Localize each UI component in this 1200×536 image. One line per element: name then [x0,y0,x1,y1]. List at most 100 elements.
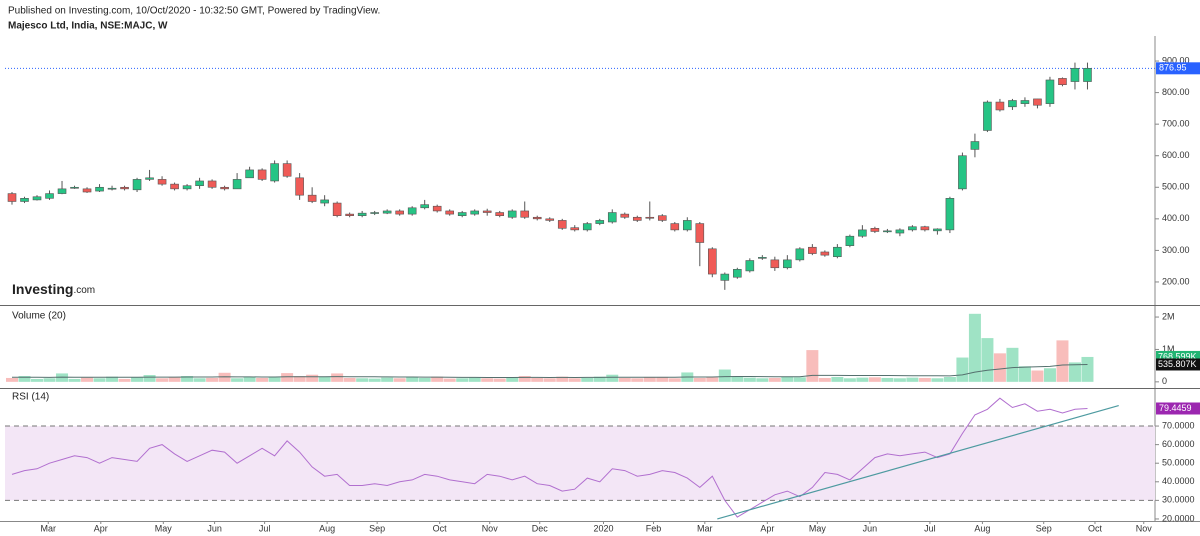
candle-body [345,213,354,216]
x-tick-label: Aug [974,523,990,533]
candle-body [220,186,229,190]
candle-body [858,229,867,237]
volume-bar [1081,356,1094,382]
volume-bar [206,377,219,382]
candle-body [820,251,830,256]
candle-body [1045,79,1055,104]
candle-body [620,213,630,218]
rsi-band [5,426,1155,501]
volume-bar [731,376,744,382]
volume-bar [743,377,756,382]
symbol-title: Majesco Ltd, India, NSE:MAJC, W [8,21,168,32]
candle-body [357,212,367,216]
last-value-label: 876.95 [1159,63,1187,73]
volume-bar [81,377,94,382]
candle-body [395,210,404,215]
candle-body [45,193,54,199]
x-tick-label: Aug [319,523,335,533]
candle-body [695,223,705,243]
volume-bar [756,378,769,382]
y-tick-label: 300.00 [1162,245,1190,255]
volume-bar [693,377,706,382]
candle-body [7,193,17,202]
y-tick-label: 700.00 [1162,119,1190,129]
rsi-trendline [717,405,1119,520]
x-tick-label: Sep [1036,523,1052,533]
volume-bar [331,373,344,382]
volume-bar [368,378,381,382]
x-tick-label: Mar [697,523,713,533]
volume-bar [1018,366,1031,382]
candle-body [708,248,717,275]
volume-bar [381,377,394,382]
volume-bar [1043,368,1056,382]
volume-bar [993,353,1006,382]
candle-body [245,169,254,179]
volume-bar [43,378,56,382]
x-tick-label: Feb [646,523,662,533]
volume-bar [631,378,644,382]
candle-body [70,186,79,189]
volume-bar [531,377,544,382]
candle-body [632,216,642,221]
volume-bar [618,377,631,382]
volume-bar [881,377,894,382]
candle-body [20,198,29,202]
x-tick-label: Oct [433,523,448,533]
x-tick-label: 2020 [593,523,613,533]
volume-bar [393,378,406,382]
x-tick-label: Jun [207,523,222,533]
volume-bar [518,376,531,382]
volume-bar [306,374,319,382]
y-tick-label: 20.0000 [1162,513,1195,523]
candle-body [958,155,967,190]
candle-body [758,257,767,259]
last-value-box [1156,62,1200,75]
volume-bar [1056,340,1069,382]
y-tick-label: 900.00 [1162,55,1190,65]
y-tick-label: 70.0000 [1162,420,1195,430]
candle-body [795,248,805,261]
volume-bar [256,377,269,382]
candle-body [670,223,680,231]
volume-bar [143,375,156,382]
volume-bar [181,376,194,382]
candle-body [320,199,329,204]
y-tick-label: 0 [1162,376,1167,386]
volume-bar [906,377,919,382]
candle-body [157,179,167,185]
x-tick-label: Nov [1136,523,1153,533]
y-tick-label: 600.00 [1162,150,1190,160]
candle-body [908,226,917,231]
candle-body [1033,98,1042,106]
candle-body [870,228,880,232]
volume-bar [931,378,944,382]
volume-bar [781,376,794,382]
candle-body [382,210,392,214]
volume-bar [468,377,481,382]
candle-body [745,260,755,272]
volume-bar [981,338,994,382]
last-value-label: 79.4459 [1159,403,1192,413]
volume-bar [18,376,31,382]
volume-bar [806,350,819,382]
volume-bar [943,376,956,382]
volume-bar [1068,362,1081,382]
candle-body [32,196,42,201]
y-tick-label: 50.0000 [1162,458,1195,468]
volume-ma-line [11,364,1088,379]
candle-body [295,177,304,196]
candle-body [407,207,417,215]
candle-body [983,101,992,131]
candle-body [1058,78,1067,86]
candle-body [883,230,892,233]
volume-bar [343,377,356,382]
last-volume-label: 768.599K [1158,351,1197,361]
volume-bar [456,378,469,382]
volume-bar [293,376,306,382]
candle-body [470,210,480,215]
candle-body [945,198,955,231]
volume-bar [218,372,231,382]
x-tick-label: Jun [863,523,878,533]
volume-bar [556,376,569,382]
